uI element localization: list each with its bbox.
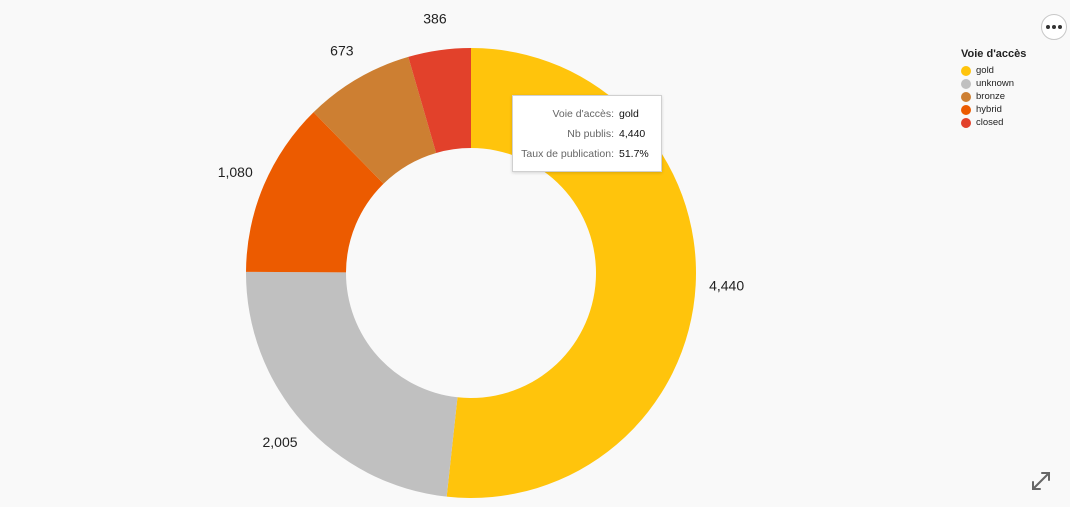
legend-label: closed	[976, 117, 1004, 128]
legend-swatch	[961, 78, 971, 89]
tooltip-key: Taux de publication:	[521, 148, 614, 160]
legend-item-unknown[interactable]: unknown	[961, 77, 1026, 90]
legend-label: gold	[976, 65, 994, 76]
legend-item-closed[interactable]: closed	[961, 116, 1026, 129]
tooltip-row-rate: Taux de publication: 51.7%	[521, 147, 653, 167]
slice-label-hybrid: 1,080	[218, 164, 253, 180]
slice-label-gold: 4,440	[709, 278, 744, 294]
slice-unknown[interactable]	[246, 271, 458, 497]
legend: Voie d'accès gold unknown bronze hybrid …	[961, 48, 1026, 129]
slice-label-bronze: 673	[330, 43, 354, 59]
tooltip-value: gold	[619, 108, 639, 120]
legend-label: unknown	[976, 78, 1015, 89]
legend-swatch	[961, 91, 971, 102]
slice-label-unknown: 2,005	[262, 434, 297, 450]
slice-bronze[interactable]	[313, 56, 437, 184]
legend-item-hybrid[interactable]: hybrid	[961, 103, 1026, 116]
tooltip: Voie d'accès: gold Nb publis: 4,440 Taux…	[512, 95, 662, 172]
tooltip-key: Nb publis:	[567, 128, 614, 140]
tooltip-value: 51.7%	[619, 148, 649, 160]
legend-label: hybrid	[976, 104, 1002, 115]
tooltip-key: Voie d'accès:	[552, 108, 614, 120]
tooltip-row-count: Nb publis: 4,440	[521, 127, 653, 147]
legend-label: bronze	[976, 91, 1006, 102]
legend-item-bronze[interactable]: bronze	[961, 90, 1026, 103]
tooltip-row-access: Voie d'accès: gold	[521, 107, 653, 127]
slice-hybrid[interactable]	[246, 112, 384, 273]
slice-closed[interactable]	[408, 48, 471, 153]
more-horizontal-icon	[1045, 25, 1063, 29]
legend-swatch	[961, 104, 971, 115]
legend-title: Voie d'accès	[961, 48, 1027, 60]
tooltip-value: 4,440	[619, 128, 646, 140]
legend-swatch	[961, 65, 971, 76]
legend-item-gold[interactable]: gold	[961, 64, 1026, 77]
expand-arrows-icon[interactable]	[1030, 470, 1052, 492]
more-options-button[interactable]	[1041, 14, 1067, 40]
slice-label-closed: 386	[423, 10, 447, 26]
legend-swatch	[961, 117, 971, 128]
